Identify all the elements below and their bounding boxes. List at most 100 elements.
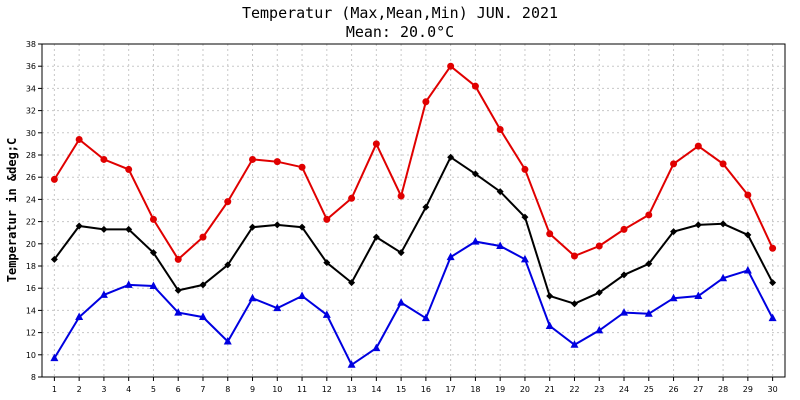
data-point-max (298, 163, 306, 171)
data-point-mean (100, 225, 108, 233)
data-point-min (75, 312, 84, 321)
x-tick-label: 6 (176, 385, 181, 394)
data-point-max (719, 160, 727, 168)
x-tick-label: 7 (200, 385, 205, 394)
x-tick-label: 25 (644, 385, 654, 394)
data-point-max (595, 242, 603, 250)
data-point-min (719, 273, 728, 282)
data-point-max (645, 211, 653, 219)
data-point-max (348, 194, 356, 202)
data-point-min (520, 254, 529, 263)
data-point-mean (744, 231, 752, 239)
x-tick-label: 22 (569, 385, 579, 394)
x-tick-label: 20 (520, 385, 530, 394)
data-point-min (124, 280, 133, 288)
data-point-max (694, 142, 702, 150)
data-point-max (570, 252, 578, 260)
data-point-min (421, 313, 430, 322)
data-point-mean (125, 225, 133, 233)
data-point-mean (546, 292, 554, 300)
data-point-min (694, 291, 703, 299)
data-point-min (273, 303, 282, 312)
x-tick-label: 29 (743, 385, 753, 394)
x-tick-label: 8 (225, 385, 230, 394)
x-tick-label: 5 (151, 385, 156, 394)
data-point-min (347, 360, 356, 368)
data-point-min (198, 312, 207, 321)
data-point-max (125, 165, 133, 173)
data-point-max (323, 215, 331, 223)
data-point-mean (769, 279, 777, 287)
data-point-mean (645, 260, 653, 268)
x-tick-label: 14 (371, 385, 381, 394)
data-point-mean (447, 153, 455, 161)
data-point-mean (670, 228, 678, 236)
x-tick-label: 11 (297, 385, 307, 394)
data-point-max (249, 155, 257, 163)
x-tick-label: 3 (101, 385, 106, 394)
series-line-max (53, 64, 774, 261)
x-tick-label: 16 (421, 385, 431, 394)
y-tick-label: 12 (26, 329, 36, 338)
x-tick-label: 21 (545, 385, 555, 394)
x-tick-label: 30 (768, 385, 778, 394)
x-tick-label: 2 (77, 385, 82, 394)
data-point-mean (372, 233, 380, 241)
y-tick-label: 24 (26, 195, 36, 204)
data-point-max (471, 82, 479, 90)
y-axis-label: Temperatur in &deg;C (5, 138, 19, 283)
data-point-min (50, 353, 59, 362)
data-point-mean (719, 220, 727, 228)
data-point-mean (75, 222, 83, 230)
data-point-min (595, 325, 604, 334)
x-tick-label: 27 (693, 385, 703, 394)
y-tick-label: 36 (26, 62, 36, 71)
data-point-mean (323, 259, 331, 267)
data-point-max (273, 158, 281, 166)
data-point-max (620, 225, 628, 233)
data-point-min (768, 313, 777, 322)
data-point-mean (50, 255, 58, 263)
data-point-max (199, 233, 207, 241)
data-point-min (397, 298, 406, 306)
data-point-min (298, 291, 307, 299)
data-point-mean (496, 188, 504, 196)
y-tick-label: 30 (26, 129, 36, 138)
data-point-max (521, 165, 529, 173)
data-point-mean (348, 279, 356, 287)
data-point-min (99, 290, 108, 298)
data-point-min (223, 336, 232, 345)
data-point-min (248, 293, 257, 302)
x-tick-label: 23 (594, 385, 604, 394)
data-point-max (224, 198, 232, 206)
data-point-min (545, 321, 554, 329)
x-tick-label: 4 (126, 385, 131, 394)
data-point-min (743, 265, 752, 274)
y-tick-label: 8 (31, 373, 36, 382)
data-point-max (397, 192, 405, 200)
data-point-max (149, 215, 157, 223)
data-point-min (620, 308, 629, 316)
x-tick-label: 1 (52, 385, 57, 394)
data-point-max (670, 160, 678, 168)
data-point-mean (199, 281, 207, 289)
series-group (50, 62, 777, 368)
x-tick-label: 24 (619, 385, 629, 394)
data-point-max (422, 98, 430, 106)
data-point-min (446, 252, 455, 261)
y-tick-label: 16 (26, 284, 36, 293)
y-tick-label: 20 (26, 240, 36, 249)
data-point-mean (595, 289, 603, 297)
x-tick-label: 12 (322, 385, 332, 394)
data-point-min (149, 281, 158, 289)
data-point-mean (397, 249, 405, 257)
y-tick-label: 22 (26, 218, 36, 227)
data-point-min (372, 343, 381, 352)
data-point-max (100, 155, 108, 163)
y-tick-label: 28 (26, 151, 36, 160)
x-tick-label: 10 (272, 385, 282, 394)
data-point-max (447, 62, 455, 70)
data-point-mean (298, 223, 306, 231)
data-point-max (75, 135, 83, 143)
